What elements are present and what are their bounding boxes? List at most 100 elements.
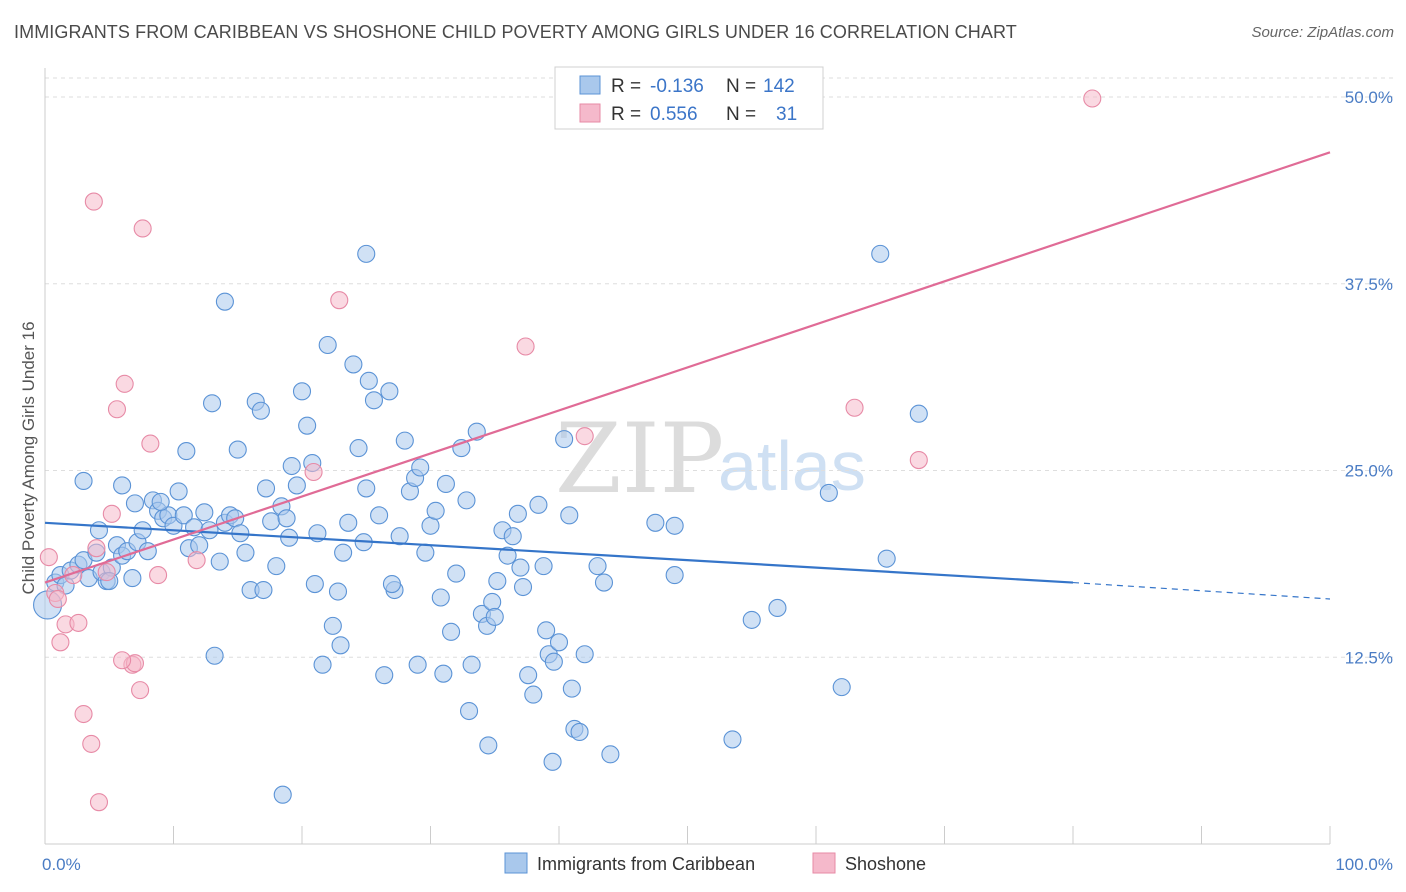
shoshone-point-23	[330, 291, 349, 310]
caribbean-point-93	[524, 685, 543, 704]
caribbean-point-53	[318, 335, 337, 355]
caribbean-trend-extension	[1072, 581, 1331, 600]
caribbean-point-128	[742, 610, 761, 629]
series-caribbean-points	[33, 244, 928, 804]
caribbean-point-141	[113, 476, 132, 495]
caribbean-point-115	[382, 574, 402, 594]
caribbean-point-88	[498, 546, 517, 565]
caribbean-point-102	[570, 722, 589, 742]
shoshone-point-12	[115, 374, 134, 393]
caribbean-point-68	[395, 431, 414, 450]
axes	[44, 68, 1331, 845]
legend-swatch-shoshone	[579, 103, 601, 123]
caribbean-point-119	[485, 607, 504, 626]
caribbean-point-132	[588, 557, 607, 576]
caribbean-point-108	[203, 394, 222, 413]
caribbean-point-117	[434, 664, 453, 683]
shoshone-point-5	[69, 613, 88, 632]
legend-n-label-caribbean: N =	[726, 76, 756, 97]
legend-r-label-caribbean: R =	[611, 76, 641, 97]
shoshone-point-7	[82, 734, 101, 753]
caribbean-point-90	[508, 504, 527, 523]
caribbean-point-78	[447, 564, 466, 583]
caribbean-point-125	[594, 573, 614, 592]
caribbean-point-97	[544, 652, 563, 671]
legend-r-label-shoshone: R =	[611, 104, 641, 125]
caribbean-point-46	[282, 456, 301, 476]
caribbean-point-110	[254, 580, 273, 600]
caribbean-point-77	[442, 622, 461, 641]
caribbean-point-114	[357, 479, 376, 498]
shoshone-point-0	[39, 548, 58, 567]
shoshone-point-26	[575, 427, 594, 446]
caribbean-point-107	[177, 442, 196, 461]
y-tick-label-1: 25.0%	[1345, 462, 1393, 481]
caribbean-point-58	[344, 355, 363, 374]
caribbean-point-71	[411, 458, 430, 477]
bottom-legend-label-caribbean: Immigrants from Caribbean	[537, 854, 755, 874]
x-tick-label-1: 100.0%	[1335, 855, 1393, 874]
caribbean-point-139	[74, 471, 93, 491]
caribbean-point-45	[277, 509, 296, 528]
legend: R = -0.136 N = 142 R = 0.556 N = 31	[554, 66, 824, 130]
caribbean-point-122	[562, 679, 581, 698]
caribbean-point-72	[416, 543, 435, 562]
caribbean-point-32	[210, 552, 229, 571]
caribbean-point-98	[549, 633, 569, 652]
caribbean-point-94	[529, 495, 548, 514]
caribbean-point-124	[357, 244, 376, 263]
caribbean-point-134	[273, 785, 292, 804]
caribbean-point-74	[426, 501, 445, 520]
chart-title: IMMIGRANTS FROM CARIBBEAN VS SHOSHONE CH…	[14, 22, 1017, 42]
shoshone-point-2	[51, 633, 70, 652]
caribbean-point-95	[534, 557, 553, 576]
caribbean-point-99	[555, 430, 574, 449]
caribbean-point-91	[513, 577, 533, 597]
caribbean-point-54	[323, 616, 342, 635]
caribbean-point-127	[665, 516, 684, 535]
caribbean-point-89	[503, 527, 522, 546]
caribbean-point-48	[292, 382, 312, 401]
caribbean-point-57	[339, 513, 358, 532]
caribbean-point-52	[313, 655, 332, 674]
caribbean-point-136	[877, 549, 896, 568]
shoshone-point-9	[89, 793, 109, 812]
caribbean-point-100	[560, 506, 579, 525]
y-axis-label: Child Poverty Among Girls Under 16	[19, 321, 38, 594]
caribbean-point-129	[543, 752, 562, 771]
watermark-atlas: atlas	[718, 427, 866, 505]
shoshone-point-29	[1083, 89, 1102, 108]
shoshone-point-18	[187, 551, 206, 570]
shoshone-point-6	[74, 704, 93, 724]
shoshone-point-15	[131, 681, 150, 700]
bottom-legend-swatch-caribbean	[504, 852, 528, 874]
caribbean-point-138	[871, 244, 890, 263]
bottom-legend-label-shoshone: Shoshone	[845, 854, 926, 874]
shoshone-point-21	[84, 192, 103, 211]
caribbean-point-121	[537, 621, 556, 640]
caribbean-point-47	[287, 476, 306, 495]
caribbean-point-140	[89, 521, 109, 540]
caribbean-point-116	[408, 655, 427, 674]
caribbean-point-109	[228, 440, 247, 459]
caribbean-point-92	[519, 666, 538, 685]
caribbean-point-105	[125, 494, 144, 513]
caribbean-point-64	[375, 666, 394, 685]
trend-lines	[44, 151, 1331, 600]
caribbean-point-85	[483, 592, 502, 612]
bottom-legend-swatch-shoshone	[812, 852, 836, 874]
caribbean-point-143	[768, 598, 787, 617]
caribbean-point-31	[205, 646, 224, 665]
shoshone-point-30	[48, 589, 67, 609]
caribbean-point-56	[334, 543, 353, 562]
shoshone-point-27	[845, 398, 864, 417]
legend-n-value-caribbean: 142	[763, 76, 795, 97]
caribbean-point-142	[601, 745, 620, 764]
caribbean-point-120	[511, 558, 530, 577]
shoshone-point-25	[516, 337, 535, 356]
caribbean-point-61	[359, 371, 378, 390]
caribbean-point-41	[256, 479, 276, 498]
caribbean-point-76	[436, 474, 455, 493]
caribbean-point-17	[133, 521, 152, 540]
